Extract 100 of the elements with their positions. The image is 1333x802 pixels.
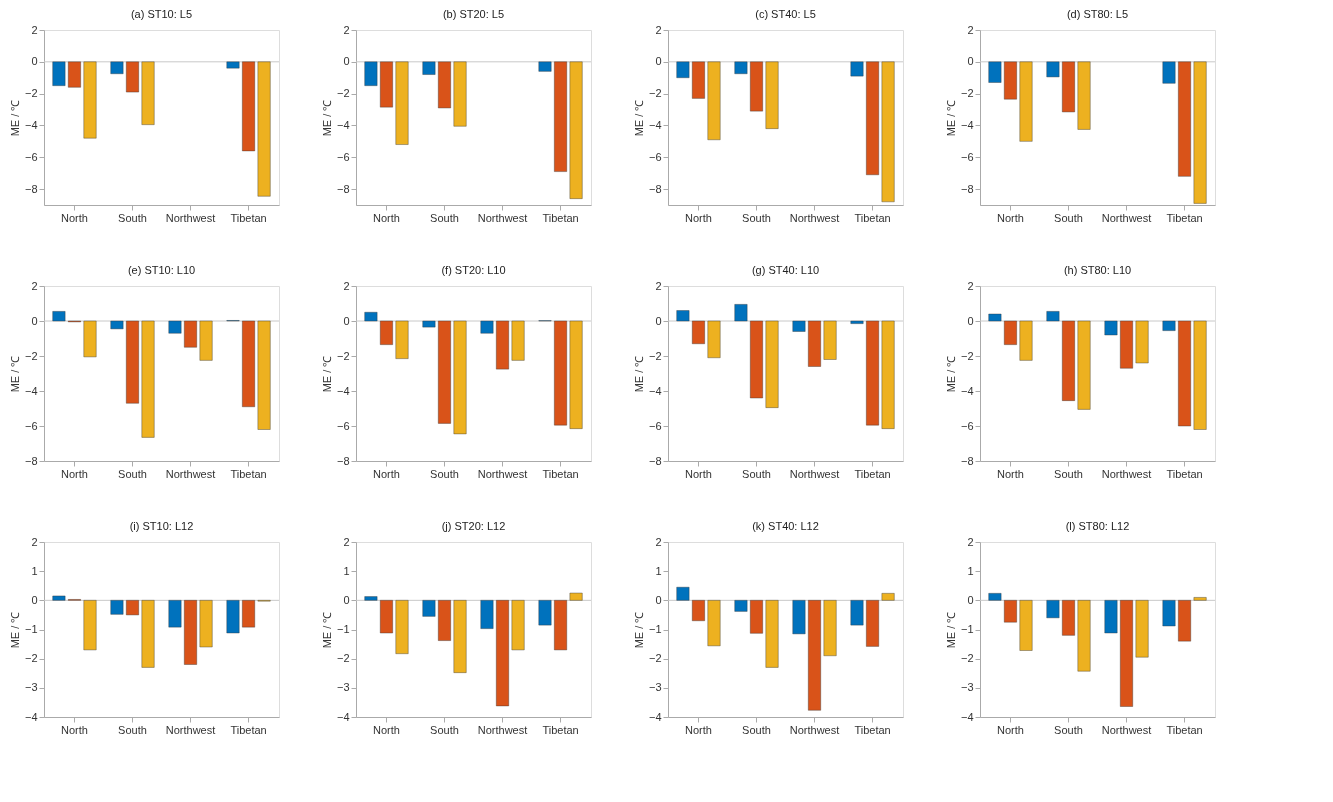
bar xyxy=(184,320,197,348)
bar xyxy=(511,320,525,361)
bar xyxy=(881,593,895,601)
y-tick-label: −3 xyxy=(336,681,350,694)
bar xyxy=(480,320,494,334)
y-tick-label: 1 xyxy=(31,564,38,577)
x-tick-label: South xyxy=(118,467,147,480)
bar xyxy=(83,320,97,358)
y-tick-label: 1 xyxy=(967,564,974,577)
x-tick-label: Northwest xyxy=(165,211,216,224)
x-tick-label: North xyxy=(61,723,88,736)
y-tick-label: −1 xyxy=(336,623,350,635)
bar xyxy=(823,320,837,360)
bar xyxy=(569,592,583,601)
x-tick-label: Tibetan xyxy=(230,467,267,480)
x-tick-label: Northwest xyxy=(165,467,216,480)
y-tick-label: −4 xyxy=(960,118,974,131)
y-tick-label: 0 xyxy=(343,314,350,327)
bar xyxy=(765,320,779,408)
x-tick-label: North xyxy=(685,211,712,224)
y-tick-label: 1 xyxy=(655,564,662,577)
y-tick-label: −1 xyxy=(960,623,974,635)
bar xyxy=(538,600,552,626)
y-tick-label: 0 xyxy=(967,314,974,327)
bar xyxy=(511,600,525,651)
bar xyxy=(850,600,864,626)
bar xyxy=(257,320,271,430)
y-tick-label: 2 xyxy=(967,23,974,36)
bar xyxy=(988,313,1002,322)
y-tick-label: −4 xyxy=(336,118,350,131)
x-tick-label: Northwest xyxy=(789,211,840,224)
y-axis-title: ME / ℃ xyxy=(320,611,333,649)
y-tick-label: 2 xyxy=(655,535,662,548)
bar xyxy=(734,600,748,612)
y-tick-label: −2 xyxy=(960,87,974,100)
x-tick-label: Northwest xyxy=(789,467,840,480)
y-axis-title: ME / ℃ xyxy=(8,99,21,137)
y-axis-title: ME / ℃ xyxy=(944,355,957,393)
x-tick-label: Tibetan xyxy=(542,467,579,480)
y-axis-title: ME / ℃ xyxy=(944,611,957,649)
chart-title: (l) ST80: L12 xyxy=(1065,520,1130,532)
y-axis-title: ME / ℃ xyxy=(944,99,957,137)
bar xyxy=(422,320,436,328)
bar xyxy=(692,320,705,344)
bar xyxy=(1104,320,1118,336)
bar xyxy=(676,310,690,322)
y-tick-label: 0 xyxy=(967,593,974,606)
y-tick-label: −6 xyxy=(336,419,350,432)
y-axis-title: ME / ℃ xyxy=(632,611,645,649)
y-tick-label: −6 xyxy=(24,419,38,432)
y-tick-label: −4 xyxy=(648,118,662,131)
x-tick-label: North xyxy=(373,723,400,736)
bar xyxy=(1077,600,1091,672)
x-tick-label: Tibetan xyxy=(230,211,267,224)
x-tick-label: Tibetan xyxy=(1166,467,1203,480)
y-tick-label: −8 xyxy=(648,454,662,467)
x-tick-label: North xyxy=(61,467,88,480)
bar xyxy=(692,600,705,621)
bar xyxy=(866,600,879,647)
y-axis-title: ME / ℃ xyxy=(632,355,645,393)
bar xyxy=(438,320,451,424)
y-tick-label: −2 xyxy=(24,349,38,362)
bar xyxy=(480,600,494,629)
x-tick-label: North xyxy=(997,211,1024,224)
chart-title: (e) ST10: L10 xyxy=(127,264,196,276)
x-tick-label: South xyxy=(1054,723,1083,736)
bar xyxy=(496,320,509,370)
bar xyxy=(380,600,393,634)
bar xyxy=(823,600,837,656)
y-tick-label: 2 xyxy=(31,279,38,292)
bar xyxy=(1193,320,1207,430)
bar xyxy=(422,600,436,617)
bar xyxy=(750,600,763,634)
x-tick-label: Tibetan xyxy=(854,211,891,224)
x-tick-label: Northwest xyxy=(477,467,528,480)
y-tick-label: −6 xyxy=(960,150,974,163)
y-tick-label: −8 xyxy=(336,454,350,467)
bar xyxy=(395,600,409,654)
bar xyxy=(1162,320,1176,331)
y-tick-label: 2 xyxy=(343,23,350,36)
bar xyxy=(1004,600,1017,623)
x-tick-label: Tibetan xyxy=(854,723,891,736)
x-tick-label: Tibetan xyxy=(1166,723,1203,736)
chart-title: (k) ST40: L12 xyxy=(752,520,819,532)
bar xyxy=(1004,320,1017,345)
bar xyxy=(126,320,139,404)
bar xyxy=(1193,597,1207,601)
y-tick-label: 2 xyxy=(655,23,662,36)
x-tick-label: North xyxy=(373,211,400,224)
x-tick-label: South xyxy=(742,211,771,224)
y-tick-label: −4 xyxy=(648,384,662,397)
bar xyxy=(554,320,567,426)
bar xyxy=(52,311,66,322)
x-tick-label: South xyxy=(1054,211,1083,224)
bar xyxy=(1077,320,1091,410)
x-tick-label: South xyxy=(430,723,459,736)
y-tick-label: −4 xyxy=(648,710,662,723)
x-tick-label: South xyxy=(430,467,459,480)
bar xyxy=(707,320,721,358)
bar xyxy=(866,320,879,426)
